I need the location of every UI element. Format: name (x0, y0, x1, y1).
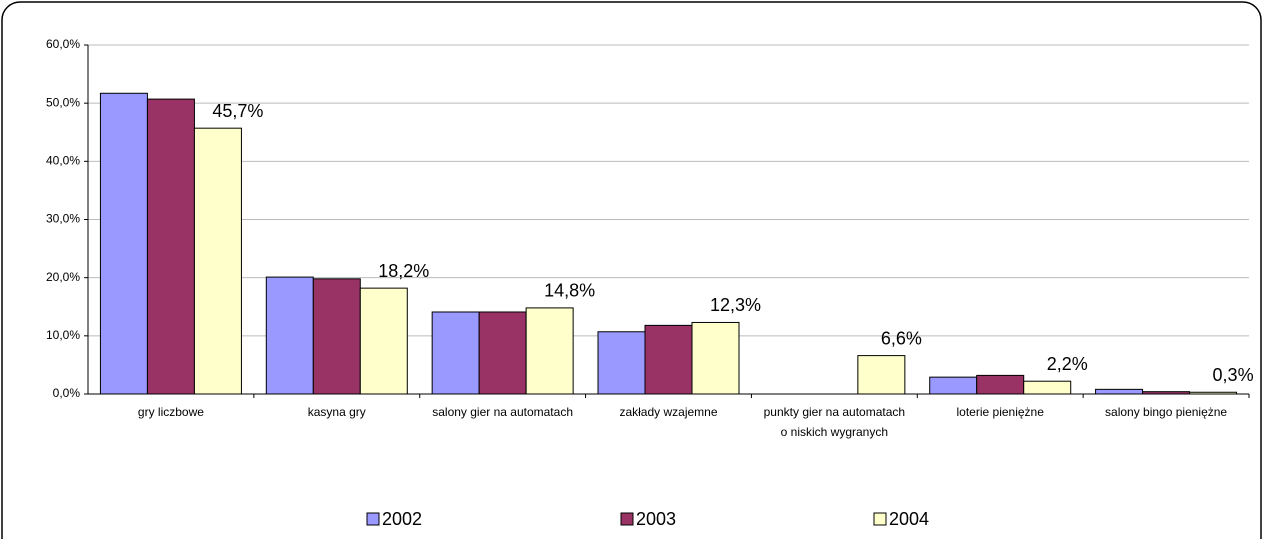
legend-label: 2002 (382, 509, 422, 529)
legend-swatch (366, 512, 380, 526)
bar (929, 376, 978, 395)
bar (146, 98, 195, 395)
legend-swatch (620, 512, 634, 526)
data-label: 2,2% (1047, 354, 1088, 374)
x-tick-label: kasyna gry (307, 405, 366, 419)
legend-label: 2004 (889, 509, 929, 529)
x-tick-label: salony gier na automatach (432, 405, 573, 419)
legend-swatch (873, 512, 887, 526)
y-tick-label: 60,0% (46, 37, 80, 51)
data-label: 6,6% (881, 328, 922, 348)
y-tick-label: 50,0% (46, 95, 80, 109)
y-tick-label: 40,0% (46, 154, 80, 168)
bar (478, 311, 527, 395)
bar (525, 307, 574, 395)
bar (1095, 388, 1144, 395)
x-tick-label: punkty gier na automatach o niskich wygr… (763, 405, 906, 439)
bar (312, 278, 361, 395)
bar (193, 127, 242, 395)
bar (99, 92, 148, 395)
x-tick-label: zakłady wzajemne (619, 405, 718, 419)
bar (644, 324, 693, 395)
bar (359, 287, 408, 395)
data-label: 45,7% (212, 101, 263, 121)
y-tick-label: 10,0% (46, 328, 80, 342)
bar (1142, 391, 1191, 395)
y-tick-label: 20,0% (46, 270, 80, 284)
data-label: 12,3% (710, 295, 761, 315)
y-tick-label: 30,0% (46, 212, 80, 226)
data-label: 14,8% (544, 281, 595, 301)
data-label: 0,3% (1213, 365, 1254, 385)
x-tick-label: gry liczbowe (137, 405, 204, 419)
x-tick-label: loterie pieniężne (956, 405, 1044, 419)
legend-label: 2003 (636, 509, 676, 529)
bar (691, 321, 740, 395)
bar (265, 276, 314, 395)
bar (431, 311, 480, 395)
bar (857, 355, 906, 395)
bar (1023, 380, 1072, 395)
bar (1189, 391, 1238, 395)
y-tick-label: 0,0% (53, 386, 81, 400)
bar (597, 331, 646, 395)
x-tick-label: salony bingo pieniężne (1105, 405, 1228, 419)
data-label: 18,2% (378, 261, 429, 281)
bar (976, 374, 1025, 395)
